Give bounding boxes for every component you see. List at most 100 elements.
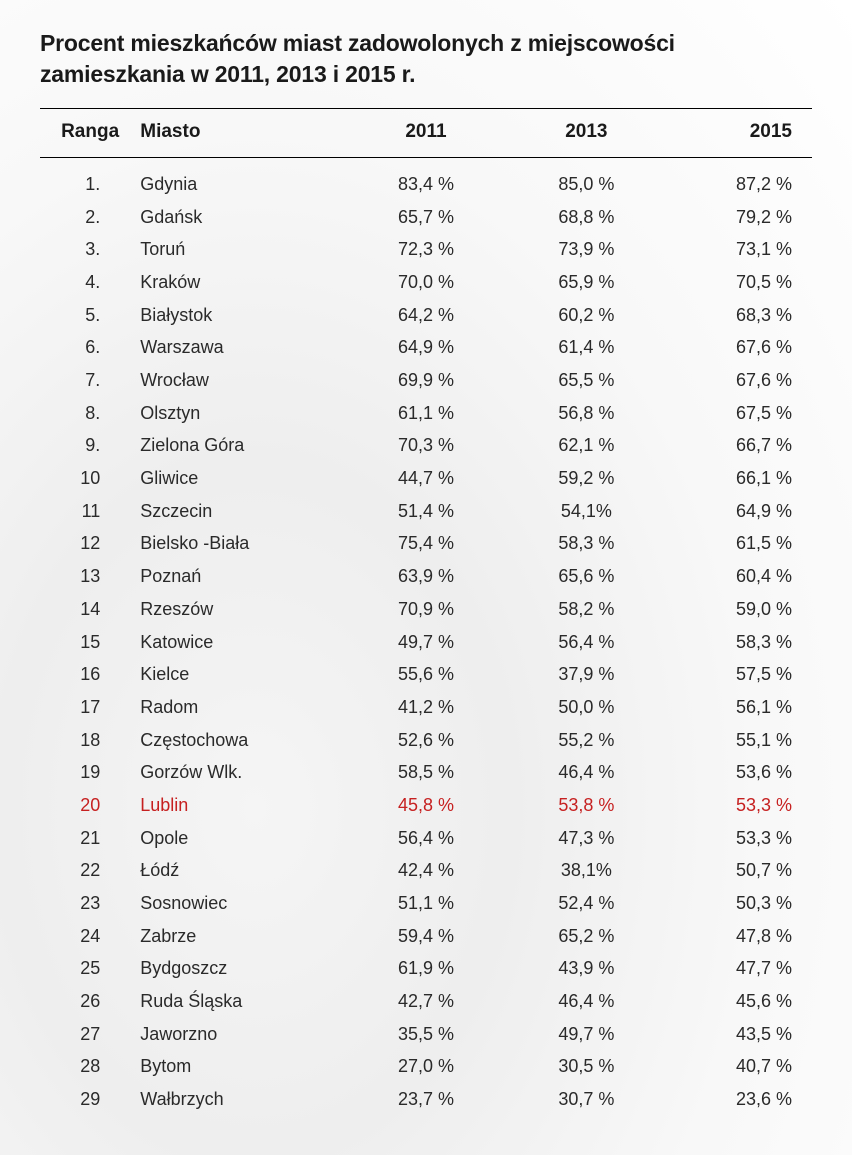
cell-y2011: 70,3 %	[351, 429, 501, 462]
cell-y2013: 43,9 %	[501, 952, 671, 985]
table-row: 1.Gdynia83,4 %85,0 %87,2 %	[40, 158, 812, 201]
cell-city: Jaworzno	[140, 1017, 351, 1050]
cell-y2013: 60,2 %	[501, 299, 671, 332]
table-header-row: Ranga Miasto 2011 2013 2015	[40, 109, 812, 158]
cell-y2015: 47,7 %	[672, 952, 812, 985]
cell-y2011: 56,4 %	[351, 821, 501, 854]
cell-y2013: 65,9 %	[501, 266, 671, 299]
cell-city: Ruda Śląska	[140, 985, 351, 1018]
cell-y2013: 65,6 %	[501, 560, 671, 593]
cell-y2013: 54,1%	[501, 495, 671, 528]
cell-city: Częstochowa	[140, 723, 351, 756]
table-row: 7.Wrocław69,9 %65,5 %67,6 %	[40, 364, 812, 397]
cell-y2015: 67,5 %	[672, 397, 812, 430]
table-row: 21Opole56,4 %47,3 %53,3 %	[40, 821, 812, 854]
table-row: 23Sosnowiec51,1 %52,4 %50,3 %	[40, 887, 812, 920]
cell-rank: 11	[40, 495, 140, 528]
table-row: 11Szczecin51,4 %54,1%64,9 %	[40, 495, 812, 528]
cell-y2013: 68,8 %	[501, 201, 671, 234]
cell-rank: 14	[40, 593, 140, 626]
cell-y2013: 56,8 %	[501, 397, 671, 430]
cell-y2011: 55,6 %	[351, 658, 501, 691]
cell-rank: 26	[40, 985, 140, 1018]
table-row: 16Kielce55,6 %37,9 %57,5 %	[40, 658, 812, 691]
cell-rank: 10	[40, 462, 140, 495]
cell-y2011: 27,0 %	[351, 1050, 501, 1083]
cell-y2015: 79,2 %	[672, 201, 812, 234]
table-row: 19Gorzów Wlk.58,5 %46,4 %53,6 %	[40, 756, 812, 789]
cell-y2013: 85,0 %	[501, 158, 671, 201]
cell-y2015: 67,6 %	[672, 331, 812, 364]
cell-rank: 2.	[40, 201, 140, 234]
cell-rank: 12	[40, 527, 140, 560]
page: Procent mieszkańców miast zadowolonych z…	[0, 0, 852, 1155]
table-row: 15Katowice49,7 %56,4 %58,3 %	[40, 625, 812, 658]
table-row: 24Zabrze59,4 %65,2 %47,8 %	[40, 919, 812, 952]
cell-y2015: 64,9 %	[672, 495, 812, 528]
cell-y2011: 59,4 %	[351, 919, 501, 952]
table-body: 1.Gdynia83,4 %85,0 %87,2 %2.Gdańsk65,7 %…	[40, 158, 812, 1116]
cell-y2015: 60,4 %	[672, 560, 812, 593]
cell-rank: 1.	[40, 158, 140, 201]
cell-y2015: 68,3 %	[672, 299, 812, 332]
cell-y2013: 73,9 %	[501, 233, 671, 266]
cell-y2013: 55,2 %	[501, 723, 671, 756]
cell-city: Białystok	[140, 299, 351, 332]
cell-city: Warszawa	[140, 331, 351, 364]
cell-y2013: 62,1 %	[501, 429, 671, 462]
cell-city: Katowice	[140, 625, 351, 658]
cell-y2015: 43,5 %	[672, 1017, 812, 1050]
cell-y2011: 64,2 %	[351, 299, 501, 332]
table-row: 13Poznań63,9 %65,6 %60,4 %	[40, 560, 812, 593]
col-header-city: Miasto	[140, 109, 351, 158]
table-row: 18Częstochowa52,6 %55,2 %55,1 %	[40, 723, 812, 756]
cell-city: Kielce	[140, 658, 351, 691]
cell-y2011: 51,4 %	[351, 495, 501, 528]
cell-y2013: 30,5 %	[501, 1050, 671, 1083]
cell-city: Gdynia	[140, 158, 351, 201]
table-row: 10Gliwice44,7 %59,2 %66,1 %	[40, 462, 812, 495]
table-row: 6.Warszawa64,9 %61,4 %67,6 %	[40, 331, 812, 364]
cell-city: Zabrze	[140, 919, 351, 952]
cell-y2013: 47,3 %	[501, 821, 671, 854]
cell-city: Lublin	[140, 789, 351, 822]
cell-rank: 9.	[40, 429, 140, 462]
cell-y2013: 58,2 %	[501, 593, 671, 626]
title-line-2: zamieszkania w 2011, 2013 i 2015 r.	[40, 61, 415, 87]
cell-y2011: 41,2 %	[351, 691, 501, 724]
table-row: 20Lublin45,8 %53,8 %53,3 %	[40, 789, 812, 822]
cell-y2011: 61,9 %	[351, 952, 501, 985]
cell-rank: 15	[40, 625, 140, 658]
cell-y2013: 52,4 %	[501, 887, 671, 920]
cell-y2015: 57,5 %	[672, 658, 812, 691]
cell-y2011: 58,5 %	[351, 756, 501, 789]
table-row: 25Bydgoszcz61,9 %43,9 %47,7 %	[40, 952, 812, 985]
table-row: 17Radom41,2 %50,0 %56,1 %	[40, 691, 812, 724]
cell-y2011: 42,4 %	[351, 854, 501, 887]
col-header-2015: 2015	[672, 109, 812, 158]
cell-y2011: 69,9 %	[351, 364, 501, 397]
cell-rank: 3.	[40, 233, 140, 266]
cell-city: Olsztyn	[140, 397, 351, 430]
cell-y2015: 73,1 %	[672, 233, 812, 266]
cell-y2013: 65,2 %	[501, 919, 671, 952]
cell-y2013: 65,5 %	[501, 364, 671, 397]
cell-rank: 20	[40, 789, 140, 822]
table-row: 14Rzeszów70,9 %58,2 %59,0 %	[40, 593, 812, 626]
cell-y2015: 53,3 %	[672, 821, 812, 854]
cell-y2011: 70,9 %	[351, 593, 501, 626]
cell-city: Bydgoszcz	[140, 952, 351, 985]
cell-city: Gliwice	[140, 462, 351, 495]
cell-y2015: 59,0 %	[672, 593, 812, 626]
cell-y2015: 87,2 %	[672, 158, 812, 201]
cell-y2013: 46,4 %	[501, 985, 671, 1018]
cell-rank: 23	[40, 887, 140, 920]
cell-y2015: 53,3 %	[672, 789, 812, 822]
table-row: 27Jaworzno35,5 %49,7 %43,5 %	[40, 1017, 812, 1050]
cell-city: Bielsko -Biała	[140, 527, 351, 560]
col-header-2011: 2011	[351, 109, 501, 158]
cell-city: Wałbrzych	[140, 1083, 351, 1116]
table-row: 4.Kraków70,0 %65,9 %70,5 %	[40, 266, 812, 299]
cell-rank: 21	[40, 821, 140, 854]
cell-rank: 5.	[40, 299, 140, 332]
